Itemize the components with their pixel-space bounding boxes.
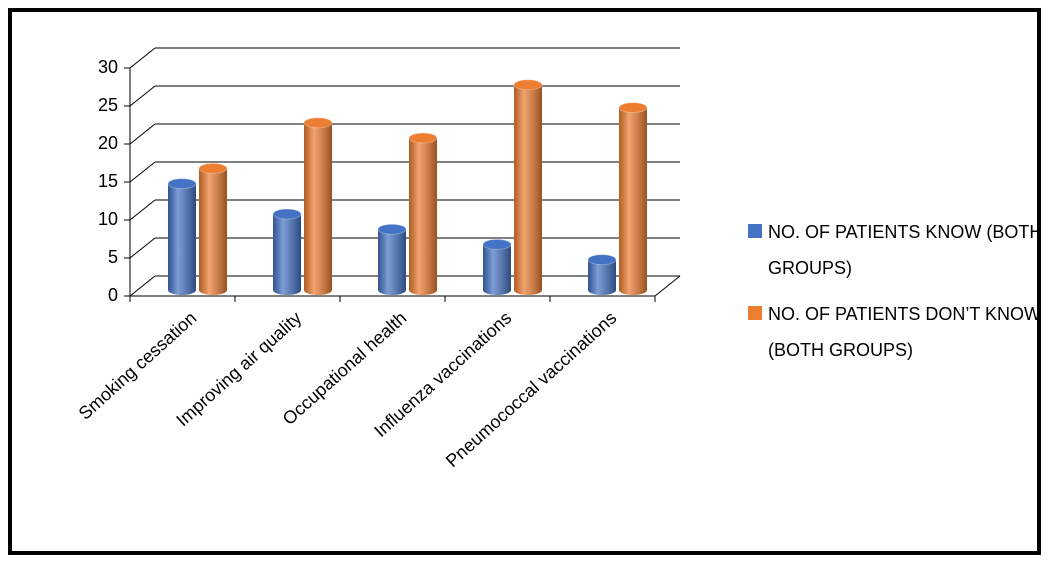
grid-line [129,199,156,221]
cylinder-shade [304,122,332,295]
x-tick-label: Pneumococcal vaccinations [442,308,620,471]
cylinder-top [482,238,512,250]
y-tick-label: 15 [98,171,118,191]
cylinder-shade [619,107,647,295]
grid-line [129,275,156,297]
cylinder-shade [514,84,542,295]
cylinder [618,102,648,295]
cylinder-shade [199,168,227,295]
legend-label: NO. OF PATIENTS DON’T KNOW (BOTH GROUPS) [768,304,1042,360]
cylinder-top [408,132,438,144]
y-tick-label: 30 [98,57,118,77]
cylinder [482,238,512,295]
legend-label: NO. OF PATIENTS KNOW (BOTH GROUPS) [768,222,1043,278]
frame [8,8,1041,555]
cylinder-shade [409,138,437,295]
cylinder [513,79,543,295]
cylinder [272,208,302,295]
cylinder [167,178,197,295]
floor-right [654,275,681,297]
grid-line [129,123,156,145]
cylinder-top [587,254,617,266]
y-tick-label: 25 [98,95,118,115]
cylinder-shade [483,244,511,295]
grid-line [129,161,156,183]
cylinder-shade [273,214,301,295]
y-tick-label: 10 [98,209,118,229]
cylinder [377,223,407,295]
y-tick-label: 20 [98,133,118,153]
grid-line [129,47,156,69]
legend-item: NO. OF PATIENTS KNOW (BOTH GROUPS) [748,214,1048,286]
grid-line [129,85,156,107]
cylinder-top [377,223,407,235]
cylinder-top [167,178,197,190]
cylinder-top [618,102,648,114]
legend-key [748,306,762,320]
cylinder-top [513,79,543,91]
legend-item: NO. OF PATIENTS DON’T KNOW (BOTH GROUPS) [748,296,1048,368]
cylinder [408,132,438,295]
cylinder-top [198,162,228,174]
cylinder-shade [588,259,616,295]
legend-key [748,224,762,238]
cylinder-shade [378,229,406,295]
cylinder [303,117,333,295]
cylinder [587,254,617,295]
cylinder-top [303,117,333,129]
cylinder [198,162,228,295]
cylinder-shade [168,183,196,295]
grid-line [129,237,156,259]
y-tick-label: 0 [108,285,118,305]
y-tick-label: 5 [108,247,118,267]
cylinder-top [272,208,302,220]
